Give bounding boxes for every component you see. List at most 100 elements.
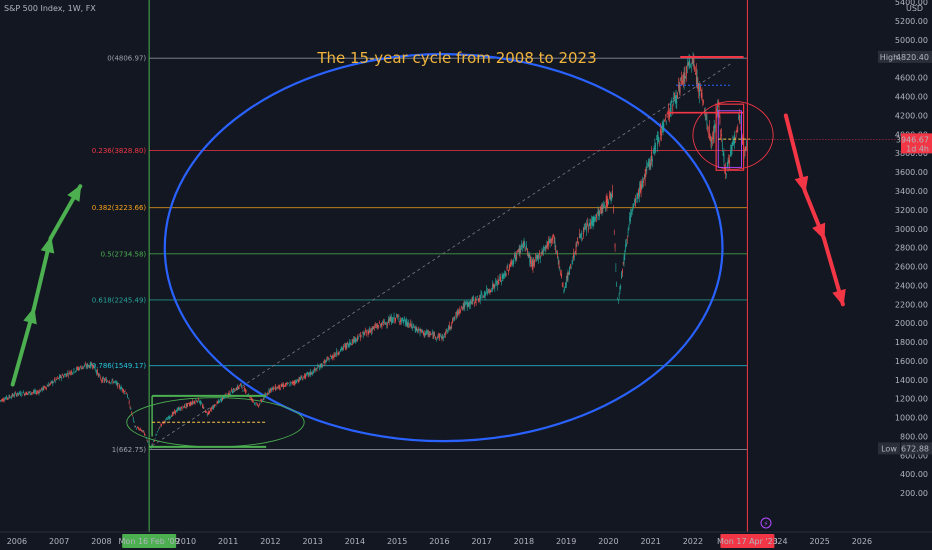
candle-body xyxy=(23,391,24,394)
candle-body xyxy=(721,142,723,149)
candle-body xyxy=(131,412,132,414)
fib-level-label: 0.5(2734.58) xyxy=(101,250,147,258)
candle-body xyxy=(266,393,268,396)
candle-body xyxy=(62,374,63,376)
candle-body xyxy=(461,307,463,310)
price-tick-label: 2400.00 xyxy=(895,281,928,290)
box-drawings[interactable] xyxy=(149,55,750,448)
year-tick-label: 2016 xyxy=(429,537,449,546)
candle-body xyxy=(271,387,272,391)
candle-body xyxy=(657,135,659,139)
candle-body xyxy=(405,319,407,326)
candle-body xyxy=(531,259,532,266)
candle-body xyxy=(242,390,244,391)
trend-arrows[interactable] xyxy=(10,113,846,387)
candle-body xyxy=(586,224,587,232)
candle-body xyxy=(422,329,423,333)
candle-body xyxy=(582,238,583,239)
candle-body xyxy=(83,366,85,368)
candle-body xyxy=(276,386,278,389)
candle-body xyxy=(461,306,462,307)
candle-body xyxy=(120,386,122,390)
candle-body xyxy=(435,337,436,339)
trend-arrow[interactable] xyxy=(10,307,37,387)
candle-body xyxy=(309,372,310,375)
candle-body xyxy=(704,114,706,119)
candle-body xyxy=(547,241,548,247)
candle-body xyxy=(623,257,625,264)
candle-body xyxy=(49,384,50,386)
trend-arrow[interactable] xyxy=(48,184,83,241)
candle-body xyxy=(496,282,498,287)
candle-body xyxy=(694,67,696,71)
candle-body xyxy=(177,408,179,411)
price-tick-label: 4600.00 xyxy=(895,74,928,83)
candle-body xyxy=(115,381,116,382)
candle-body xyxy=(232,389,234,393)
candle-body xyxy=(538,254,540,262)
candle-body xyxy=(571,263,573,265)
candle-body xyxy=(509,265,510,270)
candle-body xyxy=(464,303,466,309)
candle-body xyxy=(130,407,132,410)
candle-body xyxy=(259,403,261,405)
candle-body xyxy=(574,253,576,255)
vertical-markers[interactable] xyxy=(148,0,748,532)
candle-body xyxy=(338,353,340,355)
dashed-trend-line[interactable] xyxy=(151,63,732,447)
candle-body xyxy=(11,396,12,399)
trend-arrow[interactable] xyxy=(821,236,846,307)
candle-body xyxy=(729,159,730,164)
candle-body xyxy=(624,250,626,257)
candle-body xyxy=(171,415,172,418)
candle-body xyxy=(700,92,702,96)
top-range-box[interactable] xyxy=(715,103,745,171)
candle-body xyxy=(168,417,170,420)
candle-body xyxy=(611,197,613,200)
candle-body xyxy=(334,354,336,356)
candle-body xyxy=(602,206,604,208)
price-tick-label: 3600.00 xyxy=(895,168,928,177)
trend-arrow[interactable] xyxy=(31,236,55,311)
candle-body xyxy=(12,394,14,396)
price-tick-label: 2600.00 xyxy=(895,263,928,272)
candle-body xyxy=(535,256,536,258)
candle-body xyxy=(496,280,497,284)
candle-body xyxy=(252,398,254,401)
candle-body xyxy=(711,141,713,145)
candle-body xyxy=(68,371,70,372)
candle-body xyxy=(404,318,405,321)
candle-body xyxy=(5,398,7,399)
candle-body xyxy=(72,372,74,374)
candle-body xyxy=(24,393,25,396)
candle-body xyxy=(215,405,217,407)
trend-arrow[interactable] xyxy=(802,189,826,241)
candle-body xyxy=(552,237,553,241)
candle-body xyxy=(292,381,293,384)
candle-body xyxy=(106,380,108,382)
candle-body xyxy=(731,143,733,151)
candle-body xyxy=(489,291,491,293)
candle-body xyxy=(303,376,305,378)
chart-title[interactable]: The 15-year cycle from 2008 to 2023 xyxy=(316,49,596,67)
candle-body xyxy=(324,360,326,362)
trend-arrow[interactable] xyxy=(783,113,809,193)
candle-body xyxy=(241,387,243,389)
candle-body xyxy=(740,126,742,130)
candle-body xyxy=(687,64,688,66)
candle-body xyxy=(693,57,695,64)
candle-body xyxy=(434,333,436,335)
candle-body xyxy=(314,368,315,371)
candle-body xyxy=(435,338,437,339)
candle-body xyxy=(671,100,673,103)
lightning-icon[interactable]: ⚡ xyxy=(760,517,772,529)
candle-body xyxy=(610,192,612,200)
drawing-shapes[interactable] xyxy=(126,53,774,448)
candle-body xyxy=(544,247,545,248)
fib-retracement-levels[interactable]: 0(4806.97) 0.236(3828.80) 0.382(3223.66) 0.… xyxy=(92,55,748,454)
candle-body xyxy=(368,330,370,334)
cycle-ellipse[interactable] xyxy=(163,53,724,443)
candle-body xyxy=(180,408,181,410)
top-circle[interactable] xyxy=(692,100,774,170)
